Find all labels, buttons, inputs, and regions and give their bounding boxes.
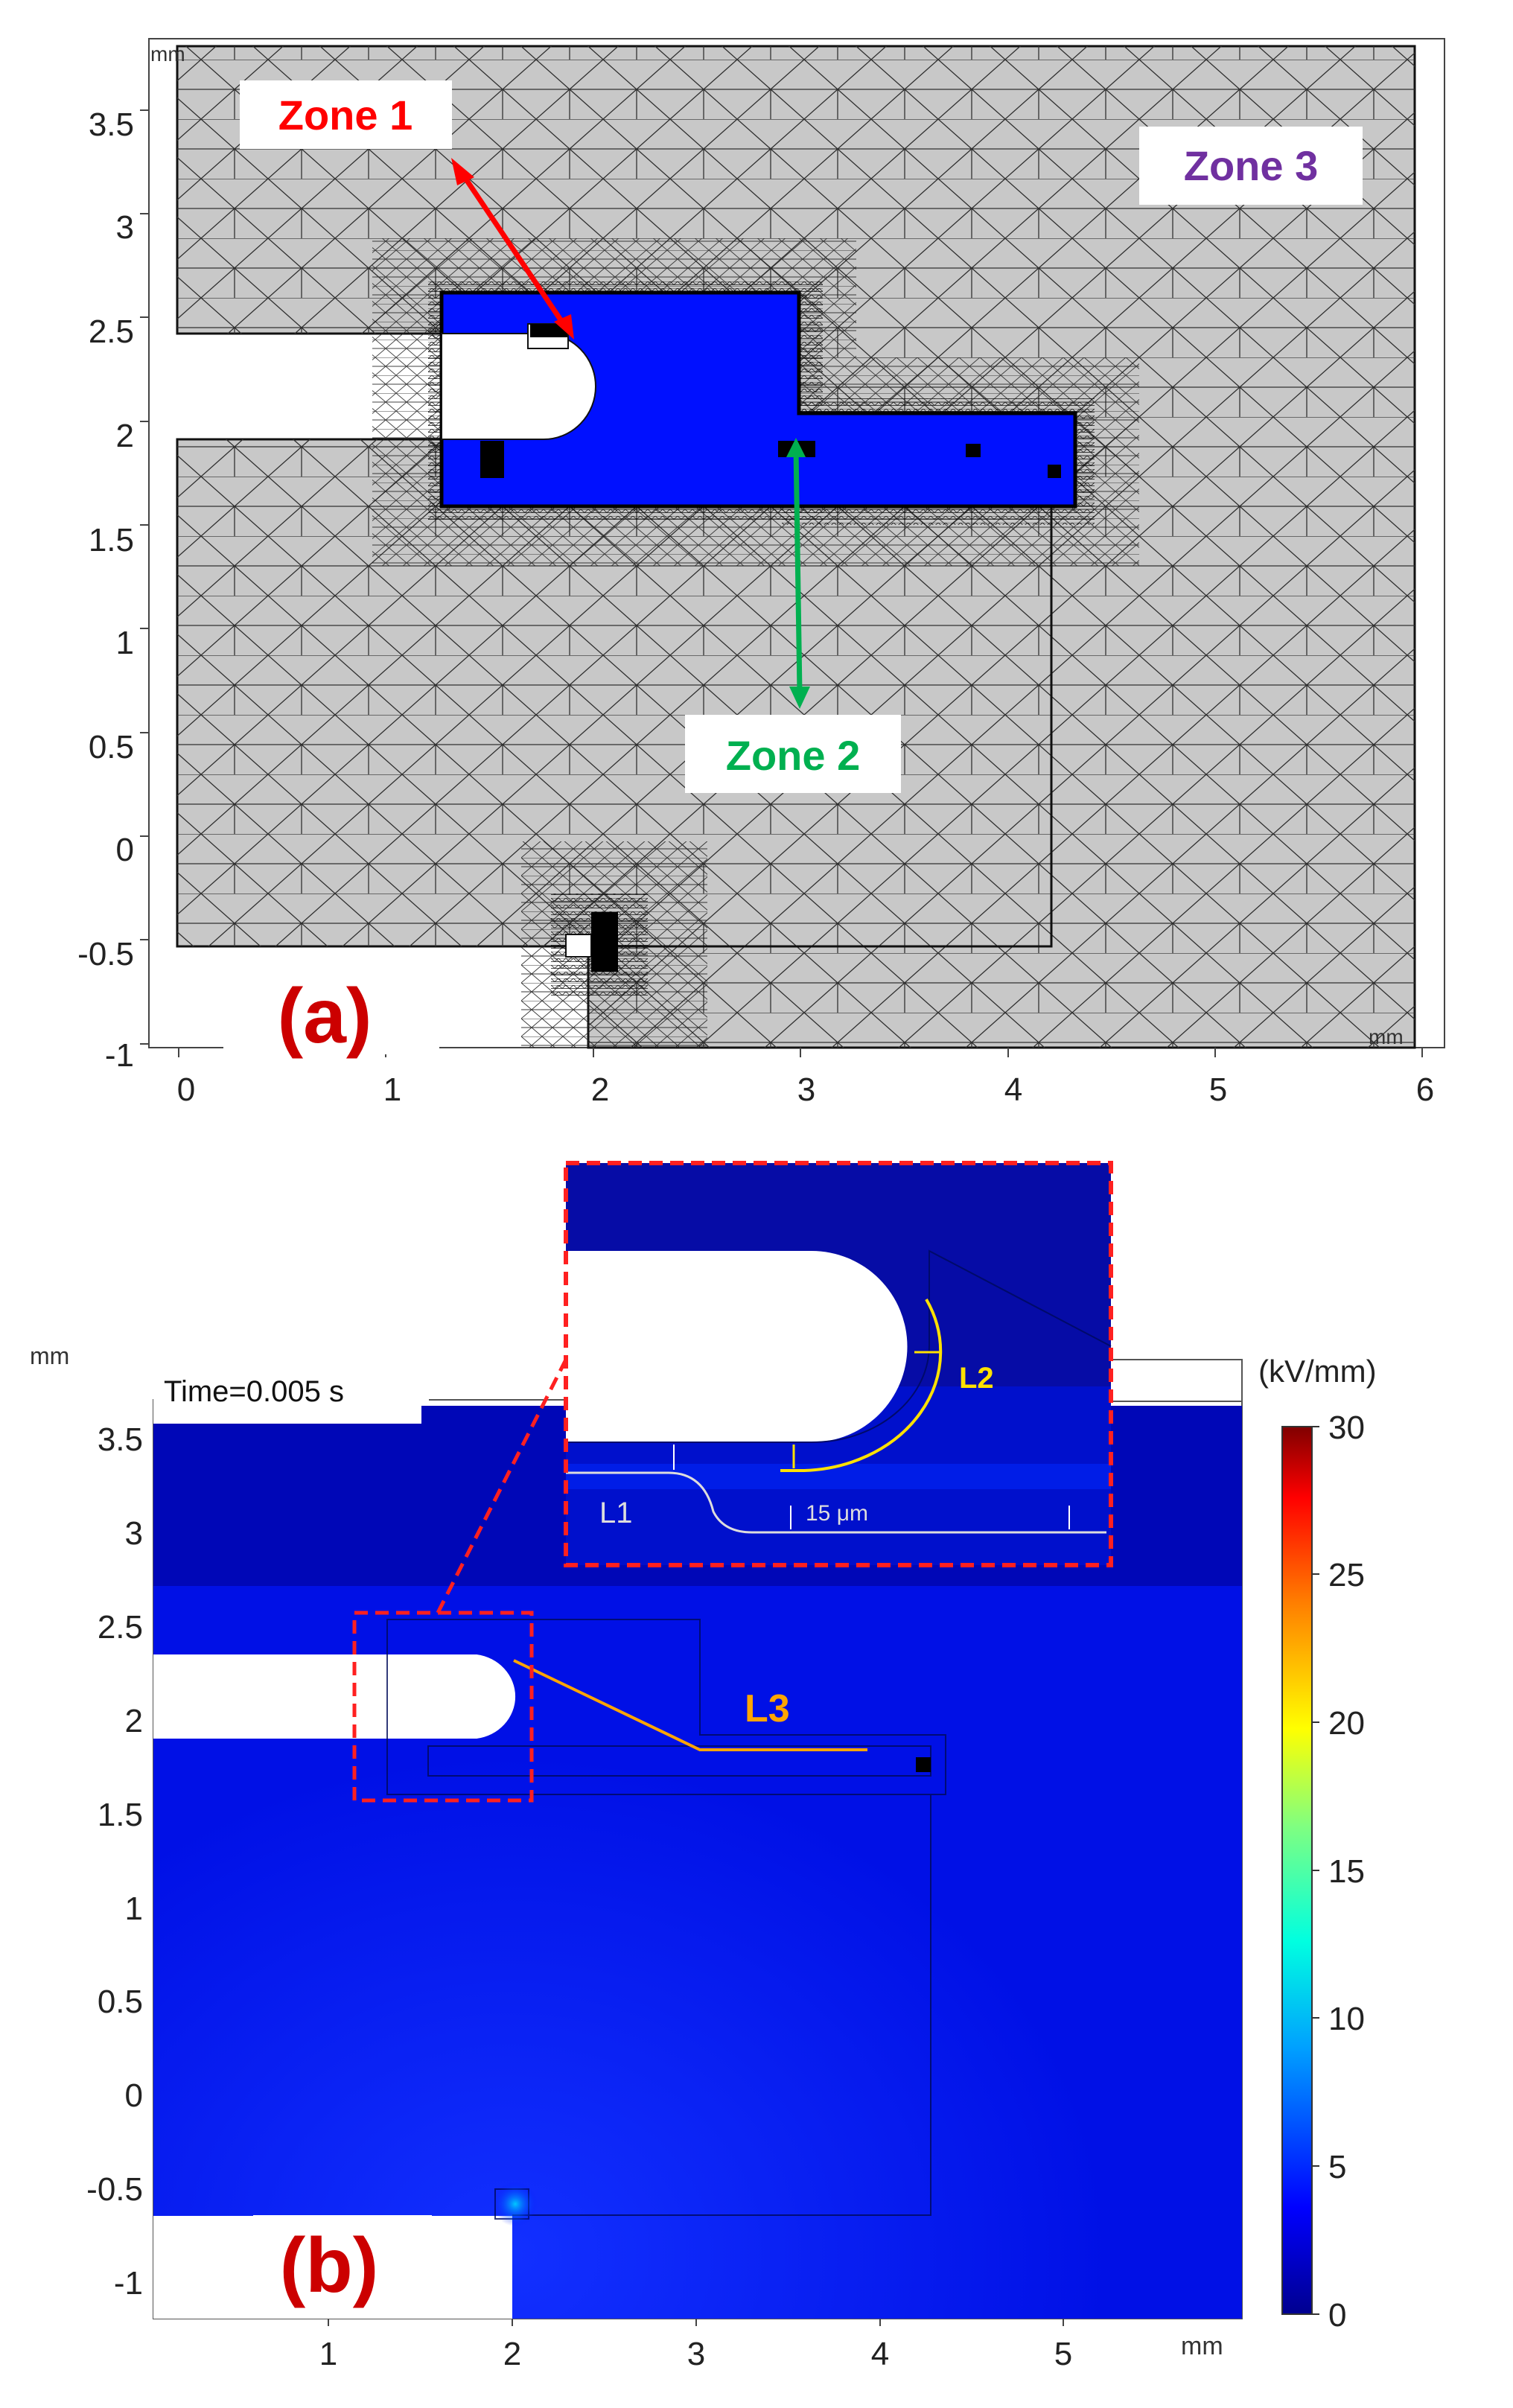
line-l3: L3 — [513, 1659, 867, 1751]
panel-a-label: (a) — [277, 973, 372, 1060]
zoom-connector — [436, 1358, 568, 1614]
y-tick: 2 — [116, 418, 134, 454]
panel-a-unit-right: mm — [1369, 1025, 1404, 1048]
field-region — [153, 1406, 1242, 2319]
x-tick: 2 — [591, 1071, 609, 1108]
panel-b-unit-top: mm — [30, 1342, 69, 1369]
y-tick: -1 — [114, 2265, 143, 2302]
y-tick: -1 — [105, 1037, 134, 1074]
zone3-label-box — [1139, 127, 1363, 205]
dimension-label: 15 μm — [806, 1501, 868, 1526]
y-tick: 1.5 — [89, 522, 134, 558]
x-tick: 5 — [1209, 1071, 1227, 1108]
zone2-label-box — [685, 715, 901, 793]
panel-a-y-tick-labels: 3.5 3 2.5 2 1.5 1 0.5 0 -0.5 -1 — [77, 106, 134, 1074]
panel-b-x-tick-labels: 1 2 3 4 5 — [319, 2336, 1072, 2372]
panel-a-label-box — [223, 965, 439, 1054]
y-tick: 2.5 — [89, 313, 134, 350]
x-tick: 2 — [503, 2336, 521, 2372]
zoom-region-box — [352, 1611, 534, 1803]
y-tick: 3 — [116, 209, 134, 246]
zone2-label: Zone 2 — [726, 732, 860, 779]
line-l2 — [780, 1299, 943, 1472]
inset-zoom: L1 15 μm L2 — [564, 1161, 1113, 1567]
zone1-label: Zone 1 — [278, 92, 413, 138]
colorbar-scale — [1281, 1426, 1313, 2315]
y-tick: 3.5 — [98, 1421, 143, 1458]
y-tick: 3.5 — [89, 106, 134, 143]
zone1-label-box — [240, 80, 452, 149]
x-tick: 4 — [871, 2336, 889, 2372]
line-l1-label: L1 — [599, 1497, 633, 1529]
panel-a-unit-top: mm — [150, 42, 185, 66]
panel-b-field: Time=0.005 s L3 L1 15 μm L2 — [30, 1161, 1377, 2372]
field-plot — [153, 1359, 1243, 2319]
colorbar-tick: 25 — [1328, 1557, 1365, 1593]
line-l3-label: L3 — [745, 1687, 790, 1730]
x-tick: 1 — [319, 2336, 337, 2372]
y-tick: 2.5 — [98, 1609, 143, 1646]
colorbar-tick: 30 — [1328, 1410, 1365, 1446]
y-tick: 1 — [125, 1891, 143, 1927]
y-tick: 3 — [125, 1515, 143, 1552]
y-tick: 0.5 — [89, 729, 134, 765]
y-tick: -0.5 — [77, 936, 134, 972]
panel-a-x-tick-labels: 0 1 2 3 4 5 6 — [177, 1071, 1434, 1108]
panel-b-y-tick-labels: 3.5 3 2.5 2 1.5 1 0.5 0 -0.5 -1 — [86, 1421, 143, 2302]
colorbar: (kV/mm) 30 25 20 15 10 5 0 — [1258, 1354, 1377, 2334]
colorbar-unit: (kV/mm) — [1258, 1354, 1377, 1389]
colorbar-tick: 10 — [1328, 2001, 1365, 2037]
panel-a-mesh: 0 1 2 3 4 5 6 3.5 3 2.5 2 1.5 1 0.5 0 -0… — [77, 38, 1445, 1108]
time-label: Time=0.005 s — [164, 1375, 344, 1408]
y-tick: 0.5 — [98, 1984, 143, 2020]
x-tick: 6 — [1416, 1071, 1434, 1108]
y-tick: 0 — [125, 2077, 143, 2114]
x-tick: 3 — [687, 2336, 705, 2372]
x-tick: 5 — [1054, 2336, 1072, 2372]
conductor-region — [439, 290, 1077, 509]
colorbar-tick: 20 — [1328, 1705, 1365, 1742]
y-tick: 1.5 — [98, 1797, 143, 1833]
x-tick: 0 — [177, 1071, 195, 1108]
y-tick: 0 — [116, 832, 134, 868]
x-tick: 4 — [1004, 1071, 1022, 1108]
colorbar-tick: 15 — [1328, 1853, 1365, 1890]
line-l2-label: L2 — [959, 1362, 994, 1395]
y-tick: -0.5 — [86, 2171, 143, 2208]
colorbar-tick: 5 — [1328, 2149, 1346, 2185]
panel-b-unit-bottom: mm — [1181, 2332, 1223, 2360]
panel-b-label-box — [253, 2215, 432, 2310]
x-tick: 3 — [797, 1071, 815, 1108]
y-tick: 1 — [116, 625, 134, 661]
line-l1 — [566, 1471, 1106, 1534]
x-tick: 1 — [383, 1071, 401, 1108]
zone2-arrow — [786, 438, 810, 709]
zone3-label: Zone 3 — [1184, 142, 1318, 189]
zone1-arrow — [451, 158, 574, 340]
colorbar-tick: 0 — [1328, 2297, 1346, 2334]
y-tick: 2 — [125, 1703, 143, 1739]
corner-electrode — [565, 934, 592, 958]
panel-b-label: (b) — [280, 2223, 379, 2309]
time-label-box — [153, 1360, 421, 1424]
panel-b-axes — [328, 2319, 1064, 2326]
